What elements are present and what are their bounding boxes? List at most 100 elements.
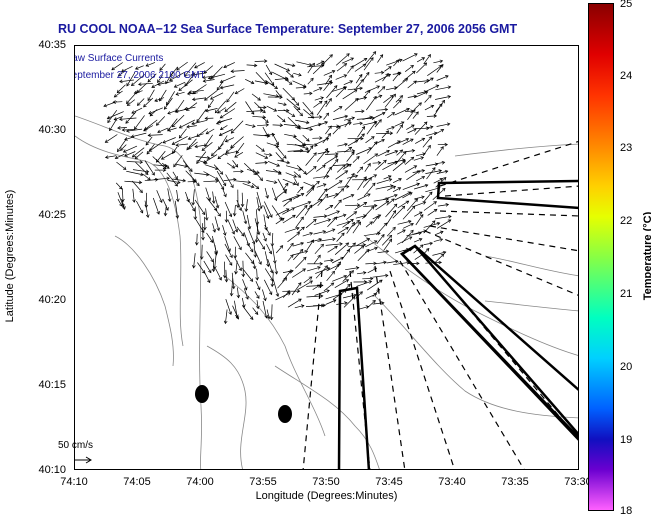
current-vector	[210, 92, 224, 100]
current-vector	[184, 62, 197, 77]
current-vector-head	[351, 221, 355, 226]
current-vector	[236, 199, 242, 211]
current-vector	[225, 254, 233, 266]
current-vector	[336, 164, 346, 173]
current-vector-head	[157, 79, 161, 83]
current-vector-head	[447, 95, 452, 99]
current-vector	[266, 142, 279, 148]
current-vector	[237, 287, 239, 298]
current-vector-head	[256, 305, 260, 310]
current-vector	[211, 143, 224, 156]
current-vector	[143, 125, 154, 132]
current-vector	[326, 271, 335, 282]
current-vector-head	[121, 198, 125, 203]
current-vector	[275, 152, 284, 162]
current-vector-head	[391, 112, 396, 116]
current-vector-head	[274, 271, 279, 275]
current-vector-head	[155, 122, 160, 126]
current-vector	[230, 136, 244, 149]
current-vector	[354, 202, 367, 210]
current-vector	[225, 146, 235, 153]
colorbar-tick: 20	[620, 361, 633, 373]
current-vector-head	[425, 248, 430, 252]
current-vector	[113, 101, 123, 103]
current-vector-head	[303, 171, 307, 175]
current-vector	[157, 80, 173, 85]
current-vector-head	[122, 166, 127, 170]
current-vector-head	[253, 254, 258, 258]
current-vector	[314, 289, 330, 296]
current-vector	[223, 62, 235, 68]
current-vector-head	[398, 99, 402, 103]
current-vector-head	[388, 178, 393, 182]
current-vector	[174, 200, 179, 219]
current-vector	[316, 183, 327, 188]
current-vector-head	[186, 198, 190, 203]
current-vector-head	[131, 110, 135, 114]
current-vector-head	[422, 201, 427, 205]
current-vector	[425, 170, 442, 174]
current-vector-head	[234, 229, 239, 233]
current-vector	[264, 72, 275, 86]
current-vector-head	[275, 141, 279, 146]
current-vector-head	[261, 246, 265, 250]
current-vector-head	[423, 121, 428, 126]
current-vector-head	[367, 89, 371, 94]
current-vector	[165, 71, 174, 84]
current-vector-head	[351, 151, 355, 156]
current-vector-head	[331, 270, 335, 275]
current-vector	[307, 266, 321, 272]
current-vector	[273, 168, 282, 175]
current-vector-head	[240, 169, 244, 174]
current-vector	[292, 268, 306, 278]
current-vector	[201, 244, 203, 260]
current-vector	[272, 71, 289, 81]
current-vector-head	[126, 129, 130, 133]
current-vector	[284, 78, 293, 85]
current-vector-head	[173, 163, 177, 168]
current-vector	[231, 120, 244, 134]
current-vector-head	[391, 198, 395, 202]
current-vector-head	[224, 219, 229, 223]
current-vector	[261, 116, 269, 123]
current-vector	[134, 115, 145, 130]
current-vector-head	[433, 201, 437, 205]
current-vector-head	[392, 210, 397, 214]
current-vector-head	[306, 138, 310, 142]
current-vector	[433, 103, 443, 117]
current-vector-head	[131, 154, 136, 158]
current-vector	[381, 235, 392, 246]
current-vector-head	[255, 277, 260, 281]
current-vector	[435, 161, 445, 165]
current-vector	[426, 167, 436, 180]
current-vector-head	[218, 276, 222, 281]
current-vector	[267, 160, 280, 167]
current-vector	[424, 126, 433, 129]
current-vector	[325, 299, 337, 305]
current-vector-head	[348, 146, 353, 151]
current-vector-head	[257, 286, 261, 291]
current-vector	[423, 54, 431, 65]
current-vector	[192, 189, 195, 206]
current-vector-head	[218, 146, 222, 150]
current-vector-head	[375, 215, 379, 220]
current-vector	[367, 279, 383, 291]
current-vector-head	[359, 86, 363, 91]
current-vector-head	[414, 53, 418, 57]
current-vector-head	[373, 240, 378, 244]
current-vector-head	[299, 248, 304, 253]
current-vector-head	[274, 85, 278, 89]
current-vector-head	[295, 182, 299, 187]
current-vector	[373, 198, 389, 202]
current-vector	[147, 73, 157, 83]
current-vector	[271, 205, 283, 221]
current-vector-head	[438, 169, 443, 173]
current-vector	[357, 176, 367, 191]
current-vector	[252, 259, 256, 269]
marker-west	[195, 385, 209, 403]
current-vector	[242, 260, 244, 277]
current-vector-head	[300, 304, 305, 308]
x-tick-label: 73:55	[249, 476, 277, 488]
current-vector-head	[309, 232, 314, 236]
current-vector	[415, 137, 425, 144]
